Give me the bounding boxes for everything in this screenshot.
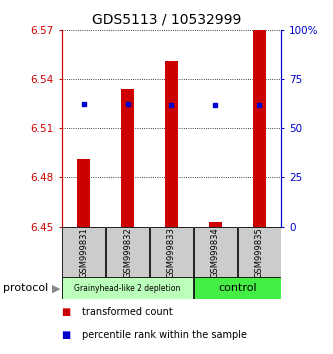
Text: ▶: ▶	[52, 283, 60, 293]
Bar	[151, 227, 192, 278]
Text: GDS5113 / 10532999: GDS5113 / 10532999	[92, 12, 241, 27]
Bar	[78, 159, 90, 227]
Bar	[194, 277, 280, 299]
Bar	[166, 61, 177, 227]
Text: Grainyhead-like 2 depletion: Grainyhead-like 2 depletion	[74, 284, 181, 293]
Bar	[209, 222, 221, 227]
Text: transformed count: transformed count	[82, 307, 172, 316]
Bar	[107, 227, 149, 278]
Bar	[63, 227, 105, 278]
Text: GSM999835: GSM999835	[255, 227, 264, 278]
Bar	[238, 227, 280, 278]
Text: GSM999831: GSM999831	[79, 227, 88, 278]
Bar	[122, 89, 134, 227]
Text: GSM999833: GSM999833	[167, 227, 176, 278]
Text: percentile rank within the sample: percentile rank within the sample	[82, 330, 246, 339]
Text: protocol: protocol	[3, 283, 49, 293]
Bar	[63, 277, 192, 299]
Text: control: control	[218, 283, 257, 293]
Text: ■: ■	[62, 307, 71, 316]
Bar	[194, 227, 236, 278]
Text: GSM999832: GSM999832	[123, 227, 132, 278]
Bar	[253, 30, 265, 227]
Text: ■: ■	[62, 330, 71, 339]
Text: GSM999834: GSM999834	[211, 227, 220, 278]
